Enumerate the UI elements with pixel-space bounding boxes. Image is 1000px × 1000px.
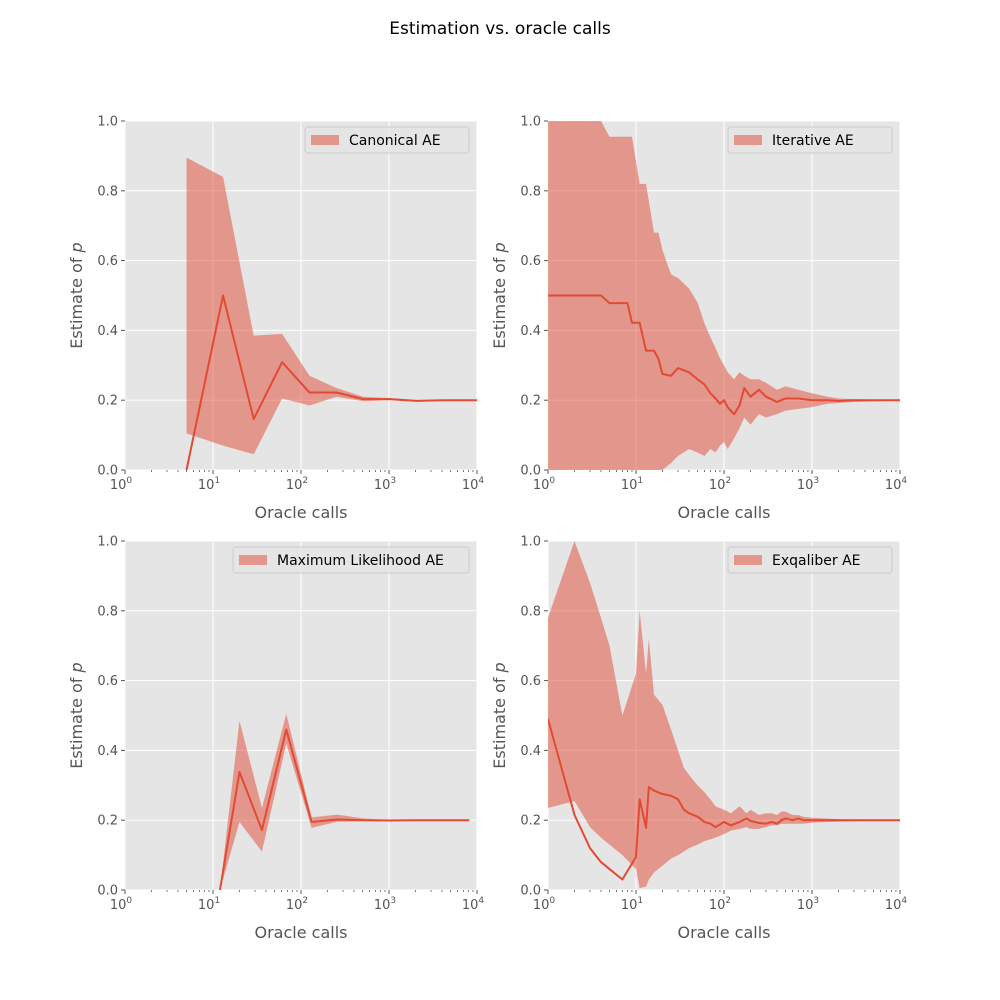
- y-tick-label: 0.2: [97, 394, 118, 409]
- legend-swatch: [734, 135, 762, 145]
- subplot-iterative-ae: 0.0 0.2 0.4 0.6 0.8 1.0 100 101 102 103 104 Oracle …: [490, 115, 907, 523]
- x-tick-label: 103: [797, 476, 819, 493]
- y-tick-label: 0.8: [97, 184, 118, 199]
- y-tick-label: 0.6: [97, 674, 118, 689]
- estimate-line: [185, 294, 477, 470]
- legend-swatch: [734, 555, 762, 565]
- legend: Exqaliber AE: [727, 546, 893, 574]
- confidence-band: [548, 541, 900, 889]
- legend-label: Maximum Likelihood AE: [277, 553, 444, 569]
- x-tick-label: 102: [709, 896, 731, 913]
- y-tick-label: 0.0: [97, 464, 118, 479]
- estimate-line: [548, 294, 900, 416]
- y-tick-label: 0.6: [520, 674, 541, 689]
- x-tick-label: 102: [286, 476, 308, 493]
- legend-box: [304, 126, 470, 154]
- y-tick-label: 0.8: [520, 604, 541, 619]
- estimate-line: [218, 728, 470, 890]
- legend-swatch: [311, 135, 339, 145]
- x-tick-label: 103: [374, 896, 396, 913]
- y-tick-label: 0.4: [97, 324, 118, 339]
- x-tick-label: 100: [533, 896, 556, 913]
- legend-label: Exqaliber AE: [772, 553, 861, 569]
- y-tick-label: 1.0: [97, 535, 118, 550]
- ticks: 0.0 0.2 0.4 0.6 0.8 1.0 100 101 102 103 104: [97, 535, 484, 914]
- x-tick-label: 103: [374, 476, 396, 493]
- y-tick-label: 0.0: [520, 464, 541, 479]
- y-tick-label: 0.8: [97, 604, 118, 619]
- y-tick-label: 0.4: [520, 324, 541, 339]
- y-tick-label: 0.4: [97, 744, 118, 759]
- y-axis-label: Estimate of p: [67, 662, 86, 768]
- y-tick-label: 1.0: [520, 115, 541, 130]
- ticks: 0.0 0.2 0.4 0.6 0.8 1.0 100 101 102 103 104: [520, 535, 907, 914]
- y-tick-label: 1.0: [520, 535, 541, 550]
- x-tick-label: 101: [621, 476, 643, 493]
- y-tick-label: 0.0: [520, 884, 541, 899]
- estimate-line: [548, 718, 900, 881]
- x-tick-label: 100: [110, 896, 133, 913]
- legend-swatch: [239, 555, 267, 565]
- x-tick-label: 104: [885, 896, 908, 913]
- legend: Iterative AE: [727, 126, 893, 154]
- x-axis-label: Oracle calls: [255, 503, 348, 522]
- y-tick-label: 0.6: [520, 254, 541, 269]
- x-tick-label: 103: [797, 896, 819, 913]
- y-tick-label: 0.2: [520, 814, 541, 829]
- subplot-exqaliber-ae: 0.0 0.2 0.4 0.6 0.8 1.0 100 101 102 103 104 Oracle …: [490, 535, 907, 943]
- y-tick-label: 0.2: [97, 814, 118, 829]
- x-tick-label: 104: [462, 476, 485, 493]
- x-tick-label: 102: [709, 476, 731, 493]
- subplot-maximum-likelihood-ae: 0.0 0.2 0.4 0.6 0.8 1.0 100 101 102 103 104 Oracle …: [67, 535, 484, 943]
- ticks: 0.0 0.2 0.4 0.6 0.8 1.0 100 101 102 103 104: [97, 115, 484, 494]
- y-tick-label: 0.8: [520, 184, 541, 199]
- x-tick-label: 101: [621, 896, 643, 913]
- y-axis-label: Estimate of p: [490, 662, 509, 768]
- y-axis-label: Estimate of p: [67, 242, 86, 348]
- x-axis-label: Oracle calls: [255, 923, 348, 942]
- y-axis-label: Estimate of p: [490, 242, 509, 348]
- x-tick-label: 100: [533, 476, 556, 493]
- legend: Maximum Likelihood AE: [232, 546, 470, 574]
- subplot-canonical-ae: 0.0 0.2 0.4 0.6 0.8 1.0 100 101 102 103 104 Oracle …: [67, 115, 484, 523]
- ticks: 0.0 0.2 0.4 0.6 0.8 1.0 100 101 102 103 104: [520, 115, 907, 494]
- confidence-band: [548, 121, 900, 470]
- x-tick-label: 104: [462, 896, 485, 913]
- y-tick-label: 1.0: [97, 115, 118, 130]
- x-tick-label: 104: [885, 476, 908, 493]
- x-axis-label: Oracle calls: [678, 503, 771, 522]
- y-tick-label: 0.4: [520, 744, 541, 759]
- x-tick-label: 101: [198, 896, 220, 913]
- confidence-band: [219, 713, 470, 890]
- confidence-band: [186, 157, 477, 455]
- x-tick-label: 101: [198, 476, 220, 493]
- x-tick-label: 100: [110, 476, 133, 493]
- y-tick-label: 0.6: [97, 254, 118, 269]
- legend-label: Iterative AE: [772, 133, 854, 149]
- y-tick-label: 0.2: [520, 394, 541, 409]
- legend-box: [727, 126, 893, 154]
- legend-box: [727, 546, 893, 574]
- x-axis-label: Oracle calls: [678, 923, 771, 942]
- legend-box: [232, 546, 470, 574]
- legend: Canonical AE: [304, 126, 470, 154]
- grid: [547, 540, 901, 891]
- y-tick-label: 0.0: [97, 884, 118, 899]
- figure-title: Estimation vs. oracle calls: [389, 19, 611, 39]
- x-tick-label: 102: [286, 896, 308, 913]
- legend-label: Canonical AE: [349, 133, 441, 149]
